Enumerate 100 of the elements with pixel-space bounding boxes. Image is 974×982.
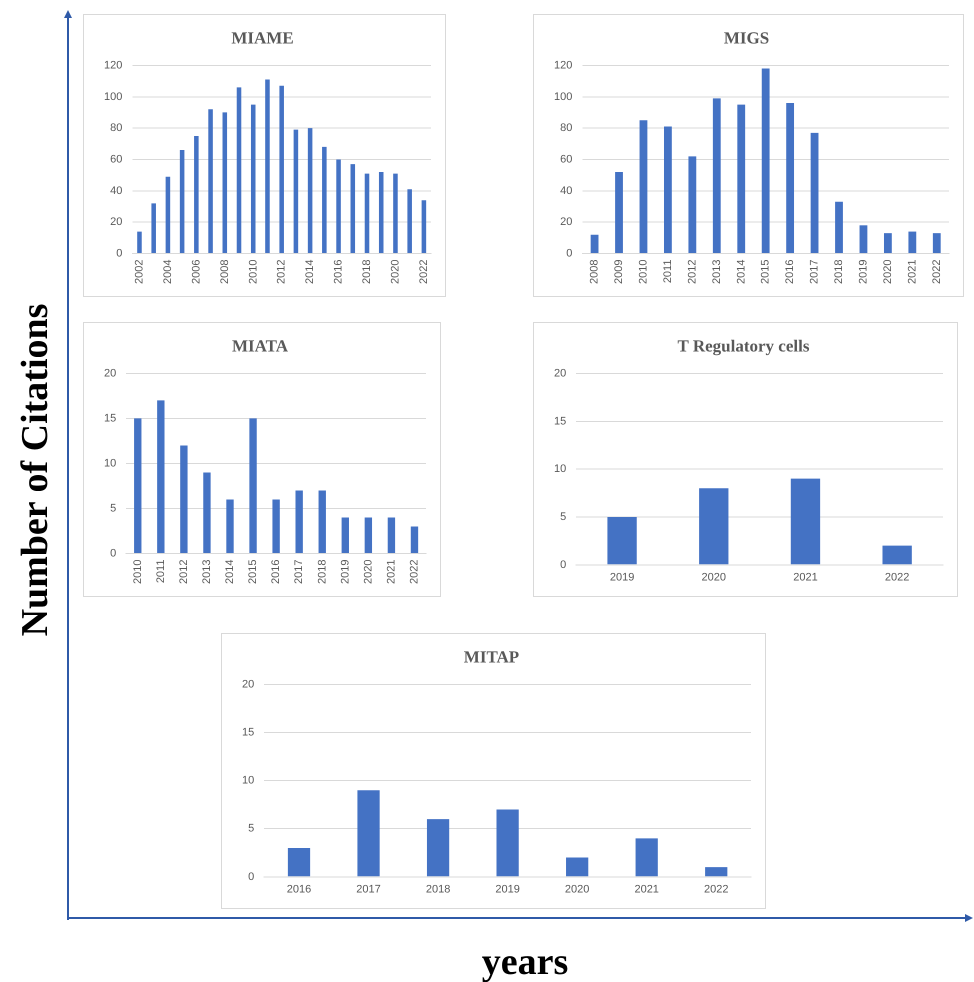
x-tick-label: 2018: [426, 883, 450, 896]
x-tick-label: 2020: [362, 560, 374, 584]
x-tick-label: 2019: [857, 260, 870, 284]
bar: [180, 445, 188, 554]
y-tick-label: 20: [104, 367, 116, 380]
x-tick-label: 2016: [270, 560, 282, 584]
x-tick-label: 2012: [178, 560, 190, 584]
bar: [640, 120, 648, 254]
y-tick-label: 10: [242, 774, 254, 787]
y-tick-label: 40: [560, 184, 572, 197]
x-tick-label: 2008: [588, 260, 601, 284]
y-tick-label: 40: [110, 184, 122, 197]
x-tick-label: 2022: [418, 260, 430, 284]
x-tick-label: 2012: [686, 260, 698, 284]
bar: [134, 418, 142, 554]
bar: [688, 156, 696, 254]
bar: [364, 518, 372, 554]
bar: [250, 104, 256, 254]
x-tick-label: 2017: [293, 560, 306, 584]
bar: [705, 867, 728, 876]
x-tick-label: 2006: [190, 260, 202, 284]
bar: [194, 136, 199, 254]
x-tick-label: 2002: [133, 260, 146, 284]
bar: [810, 132, 818, 254]
x-tick-label: 2010: [247, 260, 260, 284]
y-tick-label: 60: [560, 153, 572, 166]
bar: [790, 478, 820, 564]
bar: [884, 233, 892, 254]
bar: [342, 518, 349, 554]
x-tick-label: 2019: [339, 560, 352, 584]
x-tick-label: 2020: [882, 260, 894, 284]
y-tick-label: 15: [242, 726, 254, 739]
bar: [294, 130, 298, 254]
bar: [786, 103, 794, 254]
x-tick-label: 2020: [389, 260, 402, 284]
y-tick-label: 100: [554, 90, 572, 103]
x-tick-label: 2019: [610, 571, 634, 584]
bar: [699, 488, 728, 564]
y-tick-label: 80: [110, 122, 122, 134]
x-tick-label: 2022: [884, 571, 910, 584]
y-tick-label: 10: [554, 463, 566, 476]
bar: [336, 159, 341, 254]
x-tick-label: 2014: [735, 260, 748, 284]
bar: [265, 80, 270, 254]
y-tick-label: 0: [116, 248, 122, 260]
bar: [208, 109, 213, 254]
chart-title: T Regulatory cells: [678, 336, 810, 356]
x-tick-label: 2018: [361, 260, 374, 284]
x-tick-label: 2016: [286, 883, 312, 896]
chart-title: MITAP: [464, 648, 520, 667]
bar: [378, 172, 384, 254]
y-tick-label: 0: [248, 870, 254, 883]
bar: [272, 499, 280, 554]
y-tick-label: 120: [104, 59, 122, 72]
bar: [908, 232, 916, 254]
bar: [615, 172, 623, 254]
y-tick-label: 80: [560, 122, 572, 134]
y-tick-label: 120: [554, 59, 572, 72]
bar: [350, 164, 356, 254]
chart-title: MIGS: [724, 28, 770, 48]
x-axis-title: years: [482, 940, 568, 982]
bar: [607, 516, 637, 564]
x-tick-label: 2011: [154, 560, 167, 584]
bar: [636, 838, 658, 876]
y-tick-label: 15: [554, 415, 566, 428]
bar: [422, 200, 426, 254]
bar: [151, 203, 156, 254]
x-tick-label: 2021: [793, 571, 818, 584]
y-tick-label: 20: [554, 367, 566, 380]
bar: [835, 202, 843, 254]
bar: [226, 499, 234, 554]
bar: [318, 490, 326, 554]
y-tick-label: 100: [104, 90, 122, 103]
y-axis-title: Number of Citations: [13, 304, 57, 636]
x-tick-label: 2022: [408, 560, 420, 584]
bar: [496, 809, 519, 876]
x-tick-label: 2011: [662, 260, 674, 284]
bar: [393, 174, 398, 254]
x-tick-label: 2016: [332, 260, 345, 284]
bar: [166, 176, 170, 254]
x-tick-label: 2019: [495, 883, 520, 896]
chart-title: MIATA: [232, 336, 289, 356]
bar: [357, 790, 380, 876]
x-tick-label: 2016: [784, 260, 796, 284]
bar: [712, 98, 721, 254]
bar: [860, 225, 868, 254]
bar: [249, 418, 257, 554]
x-tick-label: 2018: [316, 560, 328, 584]
x-tick-label: 2009: [613, 260, 626, 284]
y-tick-label: 5: [560, 510, 566, 523]
y-tick-label: 20: [110, 216, 122, 228]
bar: [426, 819, 450, 876]
bar: [222, 112, 228, 254]
bar: [236, 87, 242, 254]
bar: [308, 128, 312, 254]
y-tick-label: 5: [110, 502, 116, 515]
bar: [288, 848, 310, 876]
x-tick-label: 2020: [702, 571, 726, 584]
bar: [295, 490, 303, 554]
bar: [882, 546, 912, 564]
